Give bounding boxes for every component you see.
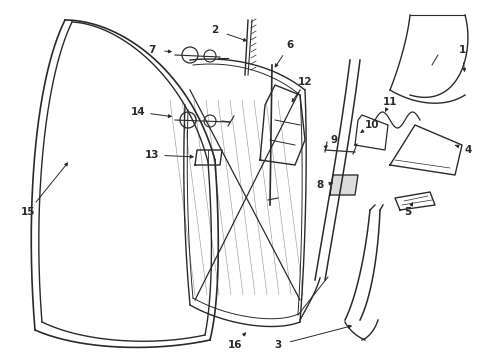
Text: 2: 2 [211,25,219,35]
Text: 16: 16 [228,340,242,350]
Text: 4: 4 [465,145,472,155]
Text: 13: 13 [145,150,159,160]
Text: 8: 8 [317,180,323,190]
Text: 11: 11 [383,97,397,107]
Text: 7: 7 [148,45,156,55]
Text: 3: 3 [274,340,282,350]
Text: 5: 5 [404,207,412,217]
Polygon shape [330,175,358,195]
Text: 9: 9 [330,135,338,145]
Text: 10: 10 [365,120,379,130]
Text: 12: 12 [298,77,312,87]
Text: 1: 1 [458,45,466,55]
Text: 6: 6 [286,40,294,50]
Text: 15: 15 [21,207,35,217]
Text: 14: 14 [131,107,146,117]
